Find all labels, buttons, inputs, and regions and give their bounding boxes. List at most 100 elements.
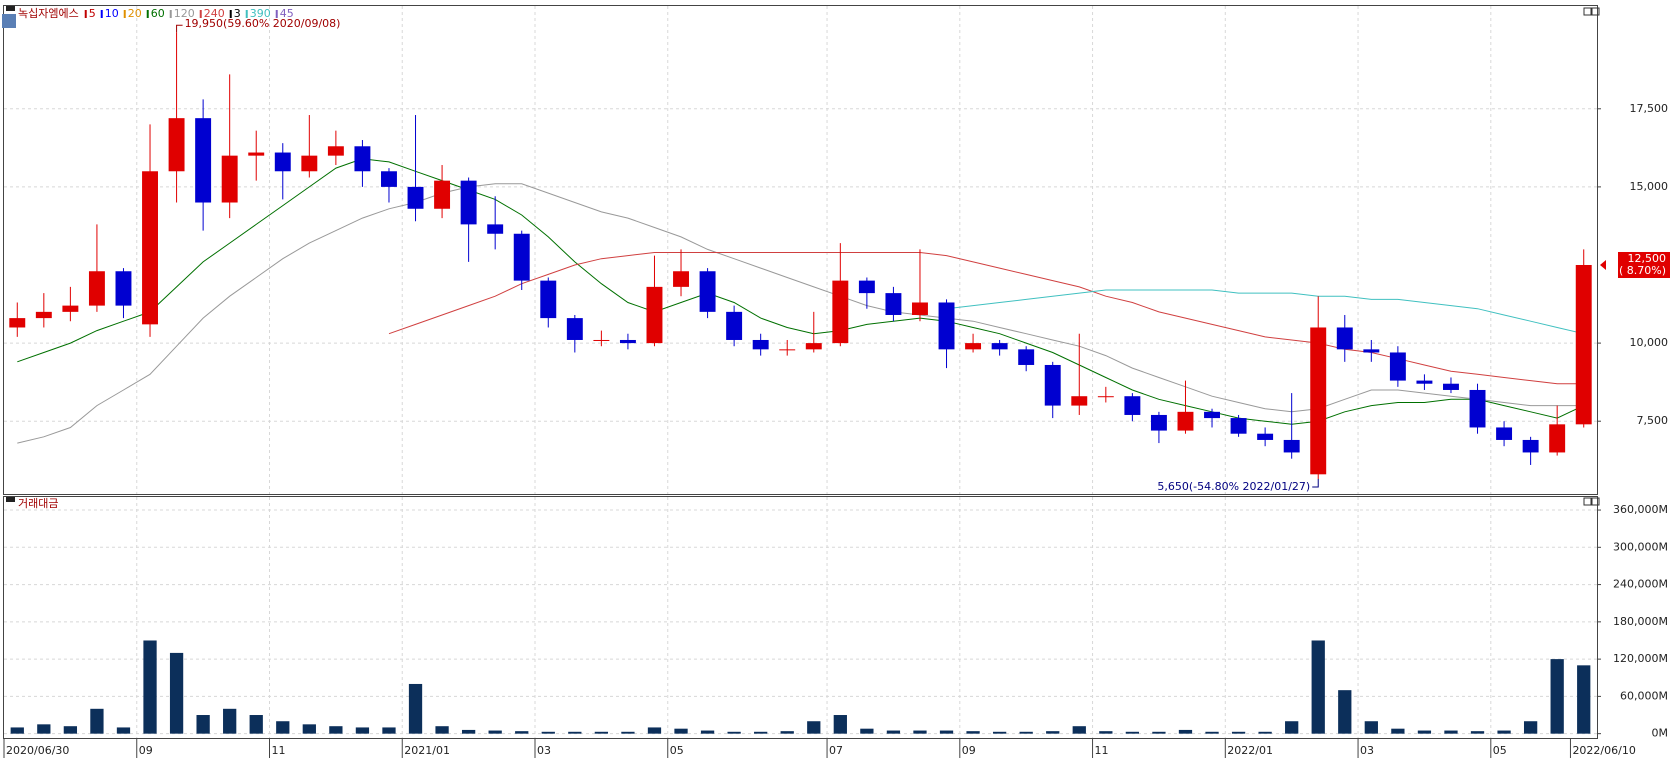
x-tick-label: 2022/01: [1227, 744, 1273, 757]
candle-body: [1443, 383, 1459, 390]
candle-body: [885, 293, 902, 315]
candle-body: [1071, 396, 1088, 406]
candle-body: [699, 271, 716, 312]
candle-body: [62, 305, 79, 312]
candle-body: [1150, 414, 1167, 431]
candle-body: [1469, 389, 1486, 428]
volume-bar: [1019, 731, 1033, 734]
low-annotation: 5,650(-54.80% 2022/01/27): [1157, 480, 1310, 493]
volume-bar: [63, 726, 78, 734]
volume-bar: [249, 715, 263, 734]
y-tick-label: 0M: [1652, 727, 1669, 740]
volume-title: 거래대금: [18, 497, 58, 510]
price-title: 녹십자엠에스: [18, 7, 79, 20]
candle-body: [115, 271, 132, 306]
candle-body: [752, 339, 769, 350]
candle-body: [168, 118, 185, 172]
volume-bar: [355, 727, 370, 734]
last-price-label: 12,500: [1628, 252, 1667, 265]
panel-marker: [6, 497, 15, 502]
volume-bar: [1099, 731, 1113, 734]
volume-bar: [1470, 731, 1485, 734]
x-tick-label: 2021/01: [404, 744, 450, 757]
candle-body: [1283, 439, 1300, 453]
candle-body: [1389, 352, 1406, 381]
panel-button[interactable]: [1583, 7, 1592, 16]
legend-label: 20: [128, 7, 142, 20]
y-tick-label: 60,000M: [1620, 689, 1668, 702]
candle-body: [566, 318, 583, 340]
volume-bar: [1231, 731, 1246, 734]
last-price-pointer: [1600, 259, 1606, 270]
volume-bar: [992, 731, 1007, 734]
legend-swatch: [100, 10, 103, 18]
candle-body: [805, 343, 822, 350]
y-tick-label: 360,000M: [1613, 503, 1668, 516]
candle-body: [88, 271, 105, 306]
x-tick-label: 03: [1360, 744, 1374, 757]
candle-body: [301, 155, 318, 172]
panel-button[interactable]: [1583, 497, 1592, 506]
volume-bar: [223, 708, 237, 734]
volume-bar: [913, 730, 927, 734]
price-panel: [3, 5, 1598, 495]
volume-bar: [780, 731, 794, 734]
candle-body: [1018, 349, 1035, 365]
x-tick-label: 07: [829, 744, 843, 757]
candle-body: [965, 343, 982, 350]
volume-bar: [143, 640, 157, 734]
volume-bar: [382, 727, 396, 734]
x-tick-label: 2020/06/30: [6, 744, 69, 757]
y-tick-label: 120,000M: [1613, 652, 1668, 665]
volume-bar: [461, 729, 476, 734]
y-tick-label: 15,000: [1630, 180, 1669, 193]
volume-bar: [169, 652, 184, 734]
volume-bar: [541, 731, 555, 734]
candle-body: [1097, 396, 1114, 398]
panel-button[interactable]: [1591, 7, 1600, 16]
volume-bar: [435, 726, 449, 734]
volume-bar: [1205, 731, 1219, 734]
volume-bar: [1497, 730, 1511, 734]
candle-body: [540, 280, 557, 319]
candle-body: [407, 186, 424, 209]
candle-body: [646, 286, 663, 344]
candle-body: [619, 339, 636, 344]
volume-bar: [1417, 730, 1432, 734]
volume-bar: [1046, 731, 1060, 734]
candle-body: [673, 271, 689, 287]
volume-bar: [1125, 731, 1140, 734]
legend-swatch: [275, 10, 278, 18]
volume-panel: [3, 496, 1598, 739]
candle-body: [1044, 364, 1061, 406]
legend-label: 240: [204, 7, 225, 20]
volume-bar: [1577, 665, 1591, 734]
volume-bar: [594, 731, 609, 734]
volume-bar: [1178, 729, 1193, 734]
volume-bar: [568, 731, 582, 734]
legend-swatch: [146, 10, 149, 18]
candle-body: [1416, 380, 1433, 384]
panel-button[interactable]: [1591, 497, 1600, 506]
candle-body: [1204, 411, 1220, 419]
volume-bar: [10, 727, 24, 734]
volume-bar: [727, 731, 741, 734]
volume-bar: [647, 727, 662, 734]
volume-bar: [939, 730, 954, 734]
annotation-arrow: [1312, 479, 1319, 488]
volume-bar: [1258, 731, 1272, 734]
candle-body: [460, 180, 477, 225]
volume-bar: [860, 728, 874, 734]
volume-bar: [700, 730, 715, 734]
candle-body: [832, 280, 849, 344]
candle-body: [1363, 349, 1380, 353]
volume-bar: [1444, 730, 1458, 734]
x-tick-label: 2022/06/10: [1572, 744, 1635, 757]
candle-body: [513, 233, 530, 281]
legend-label: 120: [174, 7, 195, 20]
candle-body: [35, 311, 52, 319]
annotation-arrow: [176, 24, 183, 33]
volume-bar: [329, 726, 343, 734]
panel-icon: [2, 14, 16, 28]
